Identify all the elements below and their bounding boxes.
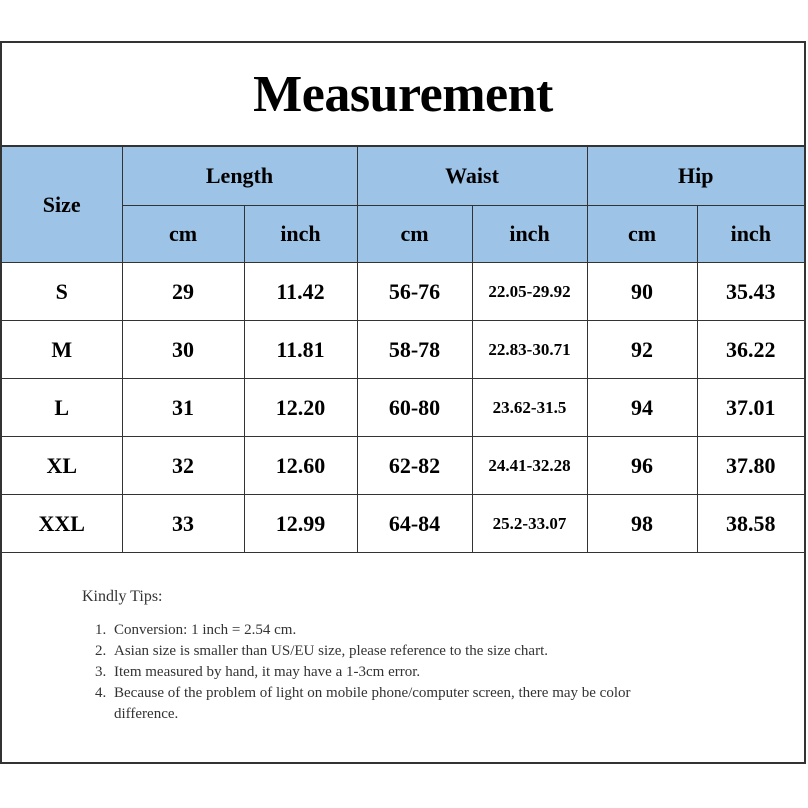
value-cell: 31 [121,378,245,437]
value-cell: 38.58 [696,494,805,553]
header-unit: inch [471,205,588,263]
tip-item: Item measured by hand, it may have a 1-3… [110,662,674,683]
value-cell: 36.22 [696,320,805,379]
value-cell: 24.41-32.28 [471,436,588,495]
table-row: M 30 11.81 58-78 22.83-30.71 92 36.22 [2,320,805,379]
size-cell: L [2,378,123,437]
tip-item: Conversion: 1 inch = 2.54 cm. [110,620,674,641]
value-cell: 12.20 [243,378,358,437]
size-cell: XXL [2,494,123,553]
header-waist: Waist [356,147,588,206]
header-row-units: cm inch cm inch cm inch [2,205,805,263]
tips-list: Conversion: 1 inch = 2.54 cm. Asian size… [82,620,674,725]
size-cell: S [2,262,123,321]
value-cell: 23.62-31.5 [471,378,588,437]
value-cell: 37.01 [696,378,805,437]
value-cell: 56-76 [356,262,473,321]
value-cell: 90 [586,262,698,321]
header-unit: cm [122,205,245,263]
table-row: S 29 11.42 56-76 22.05-29.92 90 35.43 [2,262,805,321]
tip-item: Asian size is smaller than US/EU size, p… [110,641,674,662]
value-cell: 12.99 [243,494,358,553]
header-length: Length [121,147,358,206]
header-hip: Hip [586,147,805,206]
value-cell: 92 [586,320,698,379]
header-unit: cm [586,205,698,263]
tip-item: Because of the problem of light on mobil… [110,683,674,725]
tips-heading: Kindly Tips: [82,588,163,605]
size-cell: M [2,320,123,379]
value-cell: 60-80 [356,378,473,437]
header-unit: inch [243,205,358,263]
page-title: Measurement [2,43,804,147]
header-unit: inch [696,205,805,263]
value-cell: 11.42 [243,262,358,321]
measurement-table: Size Length Waist Hip cm inch cm inch cm… [2,147,805,553]
table-row: L 31 12.20 60-80 23.62-31.5 94 37.01 [2,378,805,437]
header-row-groups: Size Length Waist Hip [2,147,805,263]
value-cell: 22.05-29.92 [471,262,588,321]
table-row: XXL 33 12.99 64-84 25.2-33.07 98 38.58 [2,494,805,553]
header-size: Size [2,147,123,263]
value-cell: 30 [121,320,245,379]
value-cell: 33 [121,494,245,553]
value-cell: 35.43 [696,262,805,321]
table-row: XL 32 12.60 62-82 24.41-32.28 96 37.80 [2,436,805,495]
size-cell: XL [2,436,123,495]
value-cell: 37.80 [696,436,805,495]
value-cell: 32 [121,436,245,495]
header-unit: cm [356,205,473,263]
value-cell: 98 [586,494,698,553]
value-cell: 25.2-33.07 [471,494,588,553]
value-cell: 22.83-30.71 [471,320,588,379]
value-cell: 11.81 [243,320,358,379]
size-chart: Measurement Size Length Waist Hip cm inc… [0,41,806,764]
value-cell: 96 [586,436,698,495]
value-cell: 62-82 [356,436,473,495]
value-cell: 64-84 [356,494,473,553]
value-cell: 12.60 [243,436,358,495]
kindly-tips: Kindly Tips: Conversion: 1 inch = 2.54 c… [82,588,674,725]
value-cell: 94 [586,378,698,437]
value-cell: 58-78 [356,320,473,379]
value-cell: 29 [121,262,245,321]
